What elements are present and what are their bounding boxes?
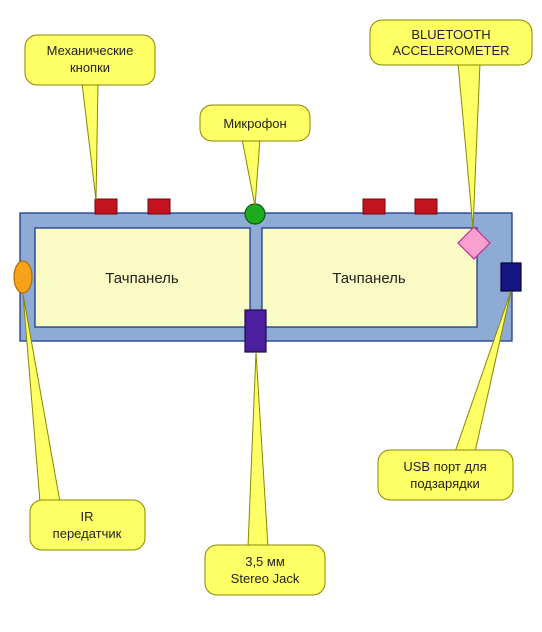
svg-text:Stereo Jack: Stereo Jack	[231, 571, 300, 586]
svg-text:подзарядки: подзарядки	[410, 476, 479, 491]
usb-port	[501, 263, 521, 291]
svg-text:передатчик: передатчик	[53, 526, 122, 541]
callout-microphone: Микрофон	[200, 105, 310, 206]
ir-transmitter	[14, 261, 32, 293]
microphone-dot	[245, 204, 265, 224]
svg-text:ACCELEROMETER: ACCELEROMETER	[392, 43, 509, 58]
svg-text:IR: IR	[81, 509, 94, 524]
svg-text:3,5 мм: 3,5 мм	[245, 554, 285, 569]
red-button-4	[415, 199, 437, 214]
svg-text:Микрофон: Микрофон	[223, 116, 286, 131]
svg-text:Механические: Механические	[47, 43, 134, 58]
mechanical-buttons	[95, 199, 437, 214]
svg-text:кнопки: кнопки	[70, 60, 110, 75]
touchpanel-left-label: Тачпанель	[105, 270, 179, 287]
touchpanel-right-label: Тачпанель	[332, 270, 406, 287]
red-button-3	[363, 199, 385, 214]
callout-bluetooth-accelerometer: BLUETOOTH ACCELEROMETER	[370, 20, 532, 228]
red-button-2	[148, 199, 170, 214]
red-button-1	[95, 199, 117, 214]
svg-text:USB порт для: USB порт для	[403, 459, 486, 474]
callout-jack: 3,5 мм Stereo Jack	[205, 352, 325, 595]
callout-mech-buttons: Механические кнопки	[25, 35, 155, 200]
svg-text:BLUETOOTH: BLUETOOTH	[411, 27, 490, 42]
stereo-jack	[245, 310, 266, 352]
